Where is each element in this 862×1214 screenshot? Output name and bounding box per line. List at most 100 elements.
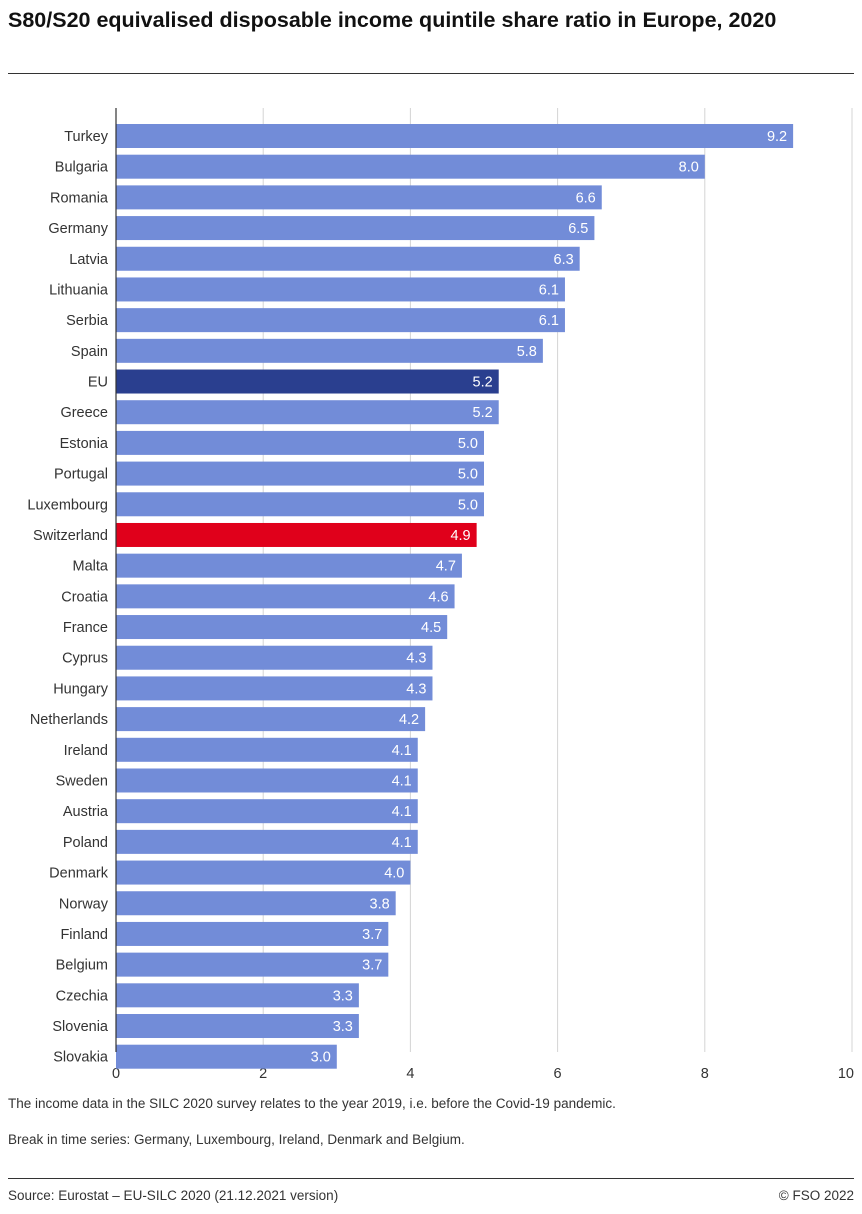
category-label: Czechia — [56, 988, 109, 1004]
data-label: 6.1 — [539, 313, 559, 329]
data-label: 4.1 — [392, 804, 412, 820]
bar-bulgaria — [116, 154, 705, 179]
bar-greece — [116, 400, 499, 425]
footer-divider — [8, 1178, 854, 1179]
bar-belgium — [116, 952, 389, 977]
bar-chart: 0 2 4 6 8 10 Turkey 9.2 Bulgaria 8.0 Romania 6.6 Ger… — [27, 108, 854, 1082]
bar-turkey — [116, 124, 794, 148]
copyright-text: © FSO 2022 — [778, 1188, 854, 1203]
data-label: 6.3 — [554, 252, 574, 268]
data-label: 4.9 — [450, 528, 470, 544]
data-label: 6.6 — [576, 190, 596, 206]
bar-ireland — [116, 737, 418, 762]
bar-denmark — [116, 860, 411, 885]
bar-malta — [116, 553, 462, 578]
data-label: 5.0 — [458, 467, 478, 483]
category-label: Ireland — [64, 743, 108, 759]
bar-slovenia — [116, 1014, 359, 1039]
footnote-1: The income data in the SILC 2020 survey … — [8, 1096, 616, 1111]
bar-romania — [116, 185, 602, 210]
bar-czechia — [116, 983, 359, 1008]
category-label: Greece — [60, 405, 108, 421]
data-label: 9.2 — [767, 129, 787, 145]
x-tick-label: 0 — [112, 1066, 120, 1082]
footnote-2: Break in time series: Germany, Luxembour… — [8, 1132, 465, 1147]
x-tick-label: 10 — [838, 1066, 854, 1082]
data-label: 5.0 — [458, 436, 478, 452]
bar-luxembourg — [116, 492, 484, 517]
category-label: Portugal — [54, 467, 108, 483]
category-label: Latvia — [69, 252, 109, 268]
data-label: 3.0 — [311, 1050, 331, 1066]
bar-poland — [116, 829, 418, 854]
category-label: Slovakia — [53, 1050, 109, 1066]
data-label: 5.0 — [458, 497, 478, 513]
bar-norway — [116, 891, 396, 916]
bar-cyprus — [116, 645, 433, 670]
data-label: 3.3 — [333, 988, 353, 1004]
data-label: 4.1 — [392, 773, 412, 789]
data-label: 4.0 — [384, 866, 404, 882]
bar-netherlands — [116, 707, 426, 732]
bar-croatia — [116, 584, 455, 609]
category-label: Norway — [59, 896, 109, 912]
x-tick-label: 6 — [554, 1066, 562, 1082]
x-tick-label: 2 — [259, 1066, 267, 1082]
bar-switzerland — [116, 522, 477, 547]
category-label: Cyprus — [62, 651, 108, 667]
bar-germany — [116, 216, 595, 241]
bar-finland — [116, 921, 389, 946]
bar-latvia — [116, 246, 580, 271]
data-label: 8.0 — [679, 160, 699, 176]
category-label: Slovenia — [52, 1019, 109, 1035]
bar-spain — [116, 338, 543, 363]
category-label: Croatia — [61, 589, 109, 605]
data-label: 6.1 — [539, 282, 559, 298]
category-label: Germany — [48, 221, 108, 237]
chart-title: S80/S20 equivalised disposable income qu… — [8, 8, 777, 32]
category-label: Hungary — [53, 681, 109, 697]
category-label: Finland — [60, 927, 108, 943]
data-label: 4.6 — [428, 589, 448, 605]
category-label: Spain — [71, 344, 108, 360]
data-label: 4.3 — [406, 651, 426, 667]
bar-lithuania — [116, 277, 565, 302]
category-label: Malta — [73, 559, 109, 575]
bar-sweden — [116, 768, 418, 793]
data-label: 3.3 — [333, 1019, 353, 1035]
bar-serbia — [116, 308, 565, 333]
data-label: 4.5 — [421, 620, 441, 636]
bar-hungary — [116, 676, 433, 701]
data-label: 4.7 — [436, 559, 456, 575]
data-label: 4.2 — [399, 712, 419, 728]
data-label: 4.1 — [392, 835, 412, 851]
bar-estonia — [116, 430, 484, 455]
bar-portugal — [116, 461, 484, 486]
data-label: 5.2 — [473, 375, 493, 391]
title-divider — [8, 73, 854, 74]
data-label: 4.1 — [392, 743, 412, 759]
category-label: Austria — [63, 804, 109, 820]
category-label: Lithuania — [49, 282, 109, 298]
category-label: Denmark — [49, 866, 109, 882]
data-label: 5.2 — [473, 405, 493, 421]
bar-france — [116, 615, 448, 640]
data-label: 6.5 — [568, 221, 588, 237]
category-label: Belgium — [56, 958, 108, 974]
category-label: Poland — [63, 835, 108, 851]
data-label: 3.7 — [362, 958, 382, 974]
bar-eu — [116, 369, 499, 394]
category-label: Bulgaria — [55, 160, 109, 176]
x-tick-label: 4 — [406, 1066, 414, 1082]
category-label: Sweden — [56, 773, 108, 789]
source-text: Source: Eurostat – EU-SILC 2020 (21.12.2… — [8, 1188, 339, 1203]
x-tick-label: 8 — [701, 1066, 709, 1082]
category-label: Estonia — [60, 436, 109, 452]
bar-austria — [116, 799, 418, 824]
category-label: Luxembourg — [27, 497, 108, 513]
category-label: Turkey — [64, 129, 109, 145]
data-label: 5.8 — [517, 344, 537, 360]
category-label: Romania — [50, 190, 109, 206]
category-label: Serbia — [66, 313, 109, 329]
